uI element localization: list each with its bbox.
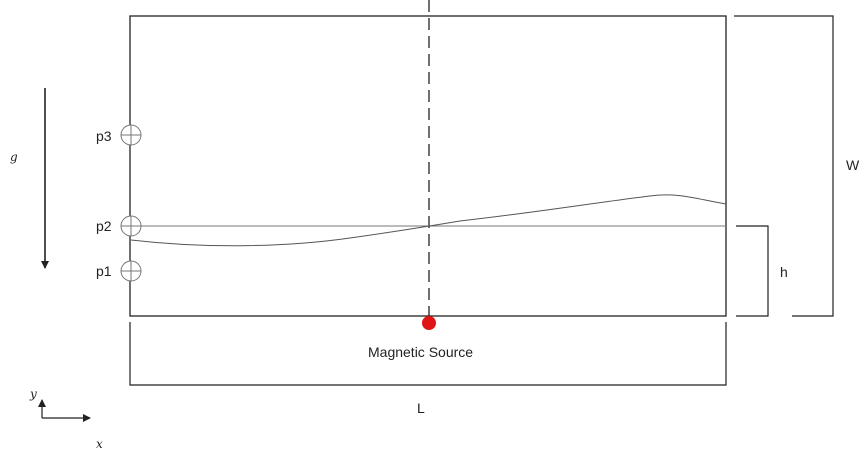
- magnetic-source-dot: [422, 316, 436, 330]
- probe-p2: [120, 215, 142, 237]
- width-dimension: [734, 15, 834, 317]
- y-axis-label: y: [29, 387, 37, 401]
- gravity-label: g: [10, 150, 18, 164]
- tank-outline: [129, 15, 727, 317]
- probe-p2-label: p2: [96, 218, 112, 234]
- probe-p1-label: p1: [96, 263, 112, 279]
- height-dimension: [736, 225, 769, 317]
- width-label: W: [846, 157, 860, 173]
- free-surface-curve: [130, 194, 727, 247]
- probe-p3: [120, 124, 142, 146]
- length-dimension: [129, 322, 727, 386]
- length-label: L: [417, 400, 425, 416]
- x-axis-label: x: [96, 437, 103, 451]
- probe-p1: [120, 260, 142, 282]
- magnetic-source-label: Magnetic Source: [368, 344, 473, 360]
- height-label: h: [780, 264, 788, 280]
- probe-p3-label: p3: [96, 128, 112, 144]
